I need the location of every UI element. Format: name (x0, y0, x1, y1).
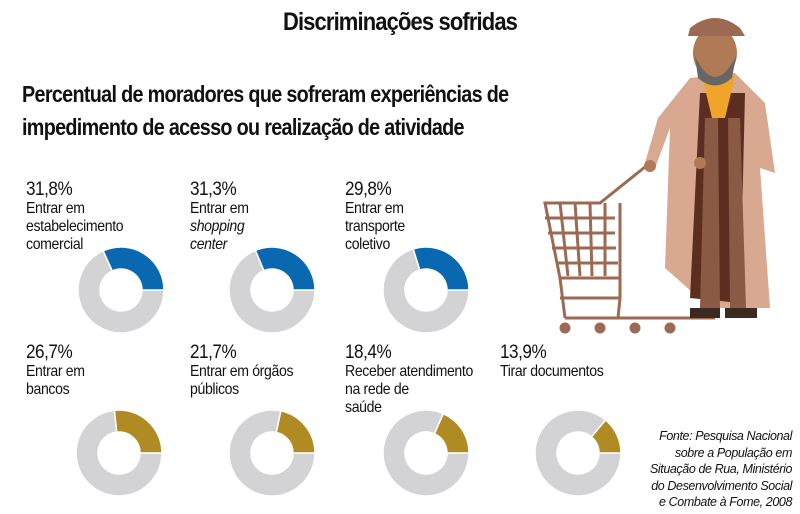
category-label-line: Entrar em (190, 200, 249, 217)
donut-value-slice (102, 246, 165, 291)
percent-label: 31,8% (26, 179, 73, 200)
percent-label: 18,4% (345, 342, 392, 363)
donut-item: 13,9% Tirar documentos (500, 343, 660, 381)
category-label-line: saúde (345, 399, 382, 416)
percent-label: 29,8% (345, 179, 392, 200)
percent-label: 13,9% (500, 342, 547, 363)
donut-remainder-slice (382, 248, 470, 334)
category-label-line: bancos (26, 381, 70, 398)
source-line: do Desenvolvimento Social (651, 478, 792, 493)
category-label-line: coletivo (345, 236, 390, 253)
category-label-line: Receber atendimento (345, 363, 473, 380)
category-label: Entrar em bancos (26, 363, 184, 399)
shopping-cart-icon (543, 161, 715, 334)
donut-chart (77, 246, 165, 334)
category-label-line: center (190, 236, 228, 253)
donut-value-slice (433, 412, 470, 454)
donut-chart (228, 246, 316, 334)
donut-chart (534, 409, 622, 497)
subtitle-line-1: Percentual de moradores que sofreram exp… (22, 81, 509, 107)
donut-remainder-slice (534, 409, 622, 497)
category-label-line: transporte (345, 218, 405, 235)
source-line: Fonte: Pesquisa Nacional (659, 429, 792, 443)
category-label: Entrar em shopping center (190, 200, 348, 254)
category-label-line: na rede de (345, 381, 409, 398)
category-label-line: Entrar em (26, 200, 85, 217)
category-label: Entrar em transporte coletivo (345, 200, 503, 254)
percent-label: 31,3% (190, 179, 237, 200)
category-label-line: Tirar documentos (500, 363, 604, 380)
category-label: Entrar em órgãos públicos (190, 363, 348, 399)
donut-value-slice (412, 246, 470, 291)
donut-item: 29,8% Entrar em transporte coletivo (345, 180, 505, 254)
donut-remainder-slice (228, 409, 316, 497)
donut-remainder-slice (77, 249, 165, 334)
homeless-man-cart-illustration (543, 18, 775, 334)
category-label-line: Entrar em (345, 200, 404, 217)
donut-value-slice (590, 418, 622, 454)
percent-label: 26,7% (26, 342, 73, 363)
source-note: Fonte: Pesquisa Nacional sobre a Populaç… (592, 428, 792, 511)
donut-item: 26,7% Entrar em bancos (26, 343, 186, 399)
donut-chart (228, 409, 316, 497)
donut-value-slice (275, 410, 316, 454)
category-label: Receber atendimento na rede de saúde (345, 363, 503, 417)
donut-item: 21,7% Entrar em órgãos públicos (190, 343, 350, 399)
donut-remainder-slice (75, 409, 163, 497)
donut-item: 18,4% Receber atendimento na rede de saúde (345, 343, 505, 417)
percent-label: 21,7% (190, 342, 237, 363)
subtitle: Percentual de moradores que sofreram exp… (22, 78, 538, 144)
donut-value-slice (254, 246, 316, 291)
source-line: Situação de Rua, Ministério (649, 462, 792, 476)
source-line: sobre a População em (674, 445, 792, 460)
donut-chart (75, 409, 163, 497)
donut-chart (382, 246, 470, 334)
category-label-line: shopping (190, 218, 245, 235)
category-label-line: estabelecimento (26, 218, 124, 235)
category-label: Entrar em estabelecimento comercial (26, 200, 184, 254)
category-label: Tirar documentos (500, 363, 658, 381)
donut-item: 31,8% Entrar em estabelecimento comercial (26, 180, 186, 254)
donut-remainder-slice (228, 249, 316, 334)
donut-remainder-slice (382, 409, 470, 497)
source-line: e Combate à Fome, 2008 (659, 495, 792, 509)
subtitle-line-2: impedimento de acesso ou realização de a… (22, 114, 465, 140)
category-label-line: comercial (26, 236, 84, 253)
category-label-line: Entrar em órgãos (190, 363, 294, 380)
donut-chart (382, 409, 470, 497)
category-label-line: Entrar em (26, 363, 85, 380)
category-label-line: públicos (190, 381, 239, 398)
donut-item: 31,3% Entrar em shopping center (190, 180, 350, 254)
donut-value-slice (113, 409, 163, 454)
page-title: Discriminações sofridas (282, 8, 518, 36)
